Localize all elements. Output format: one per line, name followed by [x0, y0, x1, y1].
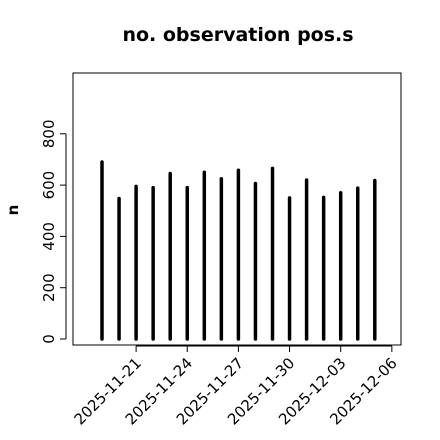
- y-tick-label: 400: [40, 222, 58, 251]
- y-tick-label: 200: [40, 273, 58, 302]
- y-tick-label: 600: [40, 171, 58, 200]
- plot-frame: [72, 72, 402, 346]
- y-axis-label: n: [4, 205, 22, 216]
- y-axis: 0 200 400 600 800: [40, 119, 67, 344]
- y-tick-label: 0: [40, 334, 58, 344]
- chart-title: no. observation pos.s: [122, 24, 354, 46]
- bars: [100, 160, 377, 341]
- x-axis: 2025-11-212025-11-242025-11-272025-11-30…: [71, 345, 401, 428]
- y-tick-label: 800: [40, 119, 58, 148]
